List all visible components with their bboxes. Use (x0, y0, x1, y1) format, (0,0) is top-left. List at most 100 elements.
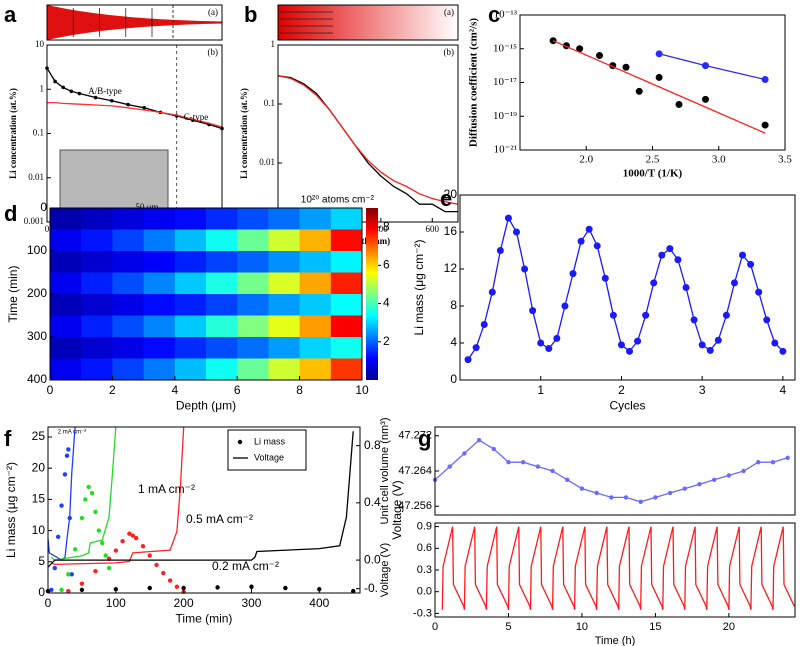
y-axis-label: Li concentration (at.%) (8, 88, 18, 179)
y-tick-label: 20 (32, 460, 46, 474)
x-axis-label: 1000/T (1/K) (623, 168, 683, 180)
annotation: 0.2 mA cm⁻² (212, 559, 279, 573)
x-tick-label: 20 (723, 621, 735, 633)
x-tick-label: 2.0 (579, 153, 593, 165)
heatmap-cell (299, 315, 332, 338)
data-point (545, 345, 553, 353)
data-point (69, 572, 74, 577)
x-tick-label: 0 (47, 383, 54, 397)
data-point (110, 98, 114, 103)
data-point (127, 531, 132, 536)
x-tick-label: 2 (109, 383, 116, 397)
heatmap-cell (299, 251, 332, 273)
heatmap-cell (143, 208, 176, 230)
data-point (154, 562, 159, 568)
y-axis-label: Li mass (μg cm⁻²) (412, 240, 426, 336)
heatmap-cell (237, 315, 269, 338)
heatmap-cell (50, 208, 82, 230)
data-point (142, 106, 147, 110)
data-point (61, 85, 66, 90)
series-line (50, 426, 117, 561)
data-point (594, 490, 599, 496)
data-point (167, 578, 173, 583)
subplot-label: (a) (444, 7, 454, 17)
series-line (47, 431, 354, 568)
annotation: 50 μm (135, 202, 158, 212)
y-tick-label: 47.256 (398, 500, 432, 512)
data-point (635, 87, 643, 95)
data-point (66, 588, 71, 594)
data-point (569, 270, 577, 278)
y-tick-label: 47.264 (398, 465, 432, 477)
series-line (277, 75, 458, 213)
series-line (51, 426, 185, 566)
heatmap-cell (81, 251, 113, 273)
heatmap-cell (206, 294, 238, 316)
data-point (655, 73, 663, 81)
heatmap-cell (268, 315, 301, 338)
data-point (565, 477, 570, 482)
y-tick-label: 0 (450, 372, 457, 386)
diffusion-zone (47, 5, 222, 40)
plot-frame (277, 4, 459, 41)
heatmap-cell (237, 358, 269, 381)
heatmap-cell (143, 229, 176, 252)
series-line (441, 526, 795, 610)
y2-tick-label: -0. (364, 581, 378, 595)
y-tick-label: 10⁻¹⁷ (493, 76, 517, 88)
data-point (771, 339, 779, 347)
data-point (59, 503, 64, 508)
heatmap-cell (174, 337, 207, 359)
x-tick-label: 6 (234, 383, 241, 397)
data-point (113, 548, 119, 553)
data-point (93, 509, 98, 515)
data-point (100, 540, 105, 546)
inset-image (59, 149, 169, 219)
data-point (634, 337, 642, 345)
heatmap-cell (330, 208, 363, 230)
heatmap-cell (206, 272, 238, 295)
data-point (576, 45, 584, 53)
legend-label: Voltage (254, 452, 284, 462)
y-tick-label: 20 (444, 187, 458, 201)
y-tick-label: 0.6 (417, 542, 432, 554)
annotation: A/B-type (88, 86, 122, 96)
y-axis-label: Li mass (μg cm⁻²) (4, 462, 18, 558)
x-axis-label: Time (h) (595, 635, 636, 646)
panel-letter: a (4, 2, 17, 27)
panel-letter: g (418, 426, 431, 451)
data-point (77, 91, 82, 96)
heatmap-cell (299, 337, 332, 359)
data-point (521, 265, 529, 273)
data-point (682, 486, 687, 491)
data-point (666, 245, 674, 253)
x-tick-label: 1 (537, 383, 544, 397)
heatmap-cell (81, 315, 113, 338)
data-point (623, 495, 629, 500)
data-point (488, 288, 496, 296)
colorbar-tick-label: 6 (383, 258, 390, 272)
data-point (714, 336, 722, 344)
y-tick-label: 0.1 (33, 128, 44, 138)
heatmap-cell (143, 251, 176, 273)
heatmap-cell (50, 337, 82, 359)
data-point (59, 587, 64, 593)
plot-frame (46, 4, 223, 41)
colorbar-tick-label: 4 (383, 296, 390, 310)
x-tick-label: 2.5 (646, 153, 660, 165)
heatmap-cell (237, 337, 269, 359)
y2-axis-label: Voltage (V) (390, 480, 404, 539)
data-point (72, 547, 78, 552)
heatmap-cell (237, 272, 269, 295)
data-point (140, 543, 146, 549)
data-point (520, 460, 526, 465)
data-point (506, 460, 511, 465)
data-point (103, 553, 108, 558)
heatmap-cell (81, 272, 113, 295)
y-axis-label: Li concentration (at.%) (239, 88, 249, 179)
x-tick-label: 10 (576, 621, 588, 633)
data-point (447, 464, 452, 469)
x-tick-label: 5 (505, 621, 511, 633)
heatmap-cell (50, 229, 82, 252)
